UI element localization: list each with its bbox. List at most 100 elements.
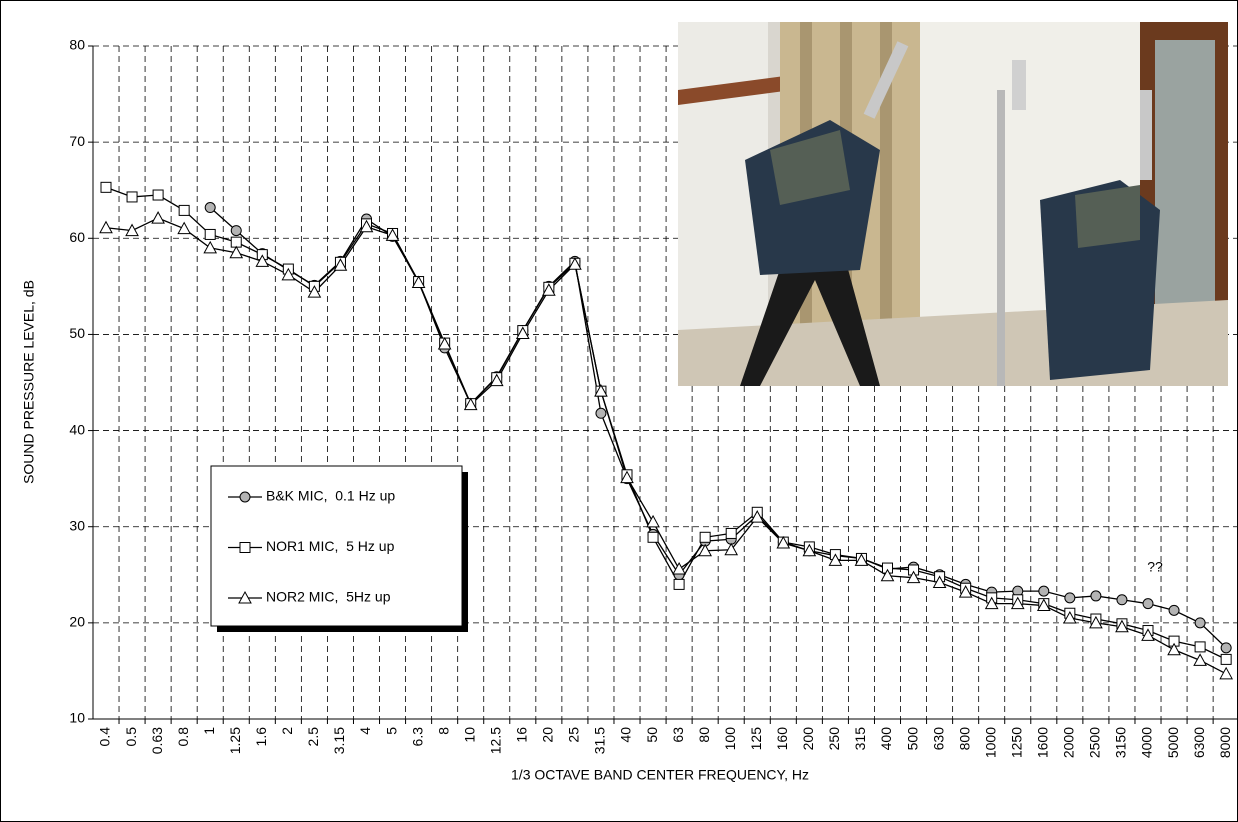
marker <box>204 228 216 240</box>
marker <box>880 568 895 582</box>
marker <box>1141 628 1155 641</box>
x-tick-label: 250 <box>826 727 842 751</box>
x-tick-label: 12.5 <box>487 727 503 754</box>
marker <box>1220 653 1232 665</box>
marker <box>100 181 112 193</box>
marker <box>958 585 973 598</box>
marker <box>1089 615 1103 629</box>
marker <box>1194 617 1206 629</box>
marker <box>99 220 113 234</box>
x-tick-label: 125 <box>748 727 764 751</box>
marker <box>672 561 686 575</box>
photo <box>678 22 1228 386</box>
y-tick-label: 10 <box>69 710 85 726</box>
x-tick-label: 0.4 <box>97 727 113 747</box>
marker <box>437 336 452 350</box>
marker <box>1168 604 1180 616</box>
marker <box>411 275 426 289</box>
marker <box>177 221 191 235</box>
marker <box>126 191 138 203</box>
y-tick-label: 40 <box>69 421 85 437</box>
x-tick-label: 1.25 <box>227 727 243 754</box>
marker <box>463 397 478 411</box>
x-tick-label: 80 <box>696 727 712 743</box>
marker <box>750 510 765 523</box>
marker <box>1219 666 1233 680</box>
marker <box>1010 596 1025 610</box>
y-tick-label: 50 <box>69 325 85 341</box>
x-tick-label: 3150 <box>1113 727 1129 758</box>
x-tick-label: 400 <box>878 727 894 751</box>
x-tick-label: 0.8 <box>175 727 191 747</box>
x-tick-label: 10 <box>461 727 477 743</box>
marker <box>724 542 739 556</box>
marker <box>1142 598 1154 610</box>
x-tick-label: 2.5 <box>305 727 321 747</box>
marker <box>515 326 530 339</box>
annotation: ?? <box>1147 559 1163 575</box>
legend: B&K MIC, 0.1 Hz up NOR1 MIC, 5 Hz up NOR2 … <box>210 465 468 632</box>
marker <box>281 267 296 281</box>
marker <box>698 543 712 557</box>
marker <box>1193 653 1207 666</box>
marker <box>1090 590 1102 602</box>
x-tick-label: 16 <box>514 727 530 743</box>
x-tick-label: 0.5 <box>123 727 139 747</box>
marker <box>1220 642 1232 654</box>
x-tick-label: 160 <box>774 727 790 751</box>
x-tick-label: 4 <box>357 727 373 735</box>
marker <box>906 570 921 584</box>
marker <box>828 553 843 566</box>
marker <box>647 531 659 543</box>
marker <box>984 596 999 610</box>
marker <box>230 225 242 237</box>
marker <box>1115 619 1129 633</box>
x-tick-label: 0.63 <box>149 727 165 754</box>
marker <box>307 285 322 298</box>
x-tick-label: 800 <box>956 727 972 751</box>
y-tick-label: 80 <box>69 37 85 53</box>
marker <box>203 240 218 254</box>
marker <box>932 575 947 588</box>
marker <box>1036 598 1051 612</box>
marker <box>1167 642 1181 656</box>
marker <box>1064 592 1076 604</box>
x-tick-label: 200 <box>800 727 816 751</box>
marker <box>178 204 190 216</box>
legend-label: NOR2 MIC, 5Hz up <box>266 589 391 605</box>
marker <box>776 536 791 549</box>
marker <box>229 245 244 259</box>
marker <box>489 373 504 387</box>
marker <box>1063 611 1077 624</box>
x-tick-label: 4000 <box>1139 727 1155 758</box>
marker <box>125 223 139 237</box>
y-axis-label: SOUND PRESSURE LEVEL, dB <box>21 280 37 484</box>
marker <box>595 407 607 419</box>
legend-label: NOR1 MIC, 5 Hz up <box>266 538 395 554</box>
x-tick-label: 1250 <box>1008 727 1024 758</box>
x-tick-label: 1.6 <box>253 727 269 747</box>
x-tick-label: 3.15 <box>331 727 347 754</box>
legend-box <box>210 465 463 627</box>
marker <box>204 202 216 214</box>
x-tick-label: 1000 <box>982 727 998 758</box>
marker <box>255 254 270 267</box>
marker <box>725 527 737 539</box>
x-tick-label: 2000 <box>1061 727 1077 758</box>
x-tick-label: 40 <box>618 727 634 743</box>
x-tick-label: 500 <box>904 727 920 751</box>
marker <box>1038 585 1050 597</box>
legend-label: B&K MIC, 0.1 Hz up <box>266 488 395 504</box>
x-tick-label: 630 <box>930 727 946 751</box>
legend-marker <box>239 542 251 553</box>
marker <box>542 283 556 296</box>
x-tick-label: 31.5 <box>592 727 608 754</box>
x-tick-label: 25 <box>566 727 582 743</box>
marker <box>646 514 660 528</box>
legend-marker <box>238 590 252 604</box>
marker <box>152 189 164 201</box>
marker <box>594 384 608 397</box>
y-tick-label: 70 <box>69 133 85 149</box>
marker <box>151 211 165 224</box>
y-tick-label: 60 <box>69 229 85 245</box>
